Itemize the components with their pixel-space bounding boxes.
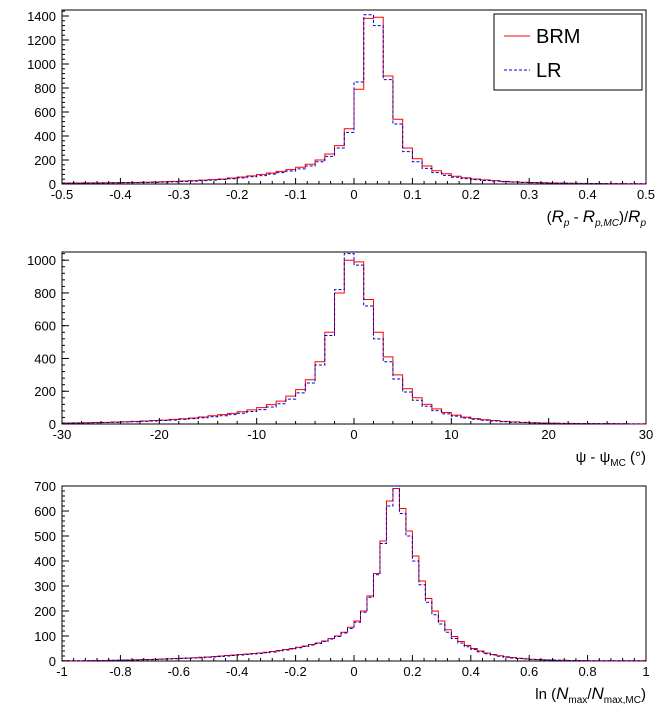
x-tick-label: -0.8 [109,664,131,679]
histogram-brm [62,488,646,662]
x-tick-label: 0 [350,187,357,202]
y-tick-label: 400 [34,351,56,366]
y-tick-label: 800 [34,286,56,301]
y-tick-label: 0 [49,417,56,432]
x-axis-label-part: MC [610,458,626,469]
x-tick-label: 1 [642,664,649,679]
panel-psi-residual: -30 -20 -10 0 10 20 30 0 200 400 600 800 1000 ψ - ψMC… [27,251,653,469]
y-tick-label: 0 [49,654,56,669]
x-tick-label: 30 [639,427,653,442]
x-tick-label: -0.4 [109,187,131,202]
x-axis-label-part: ln ( [535,686,556,703]
histogram-lr [62,253,646,425]
y-tick-label: 600 [34,105,56,120]
x-axis-label-part: N [556,684,569,703]
x-axis-label-part: )/ [619,209,629,226]
legend-box [493,13,643,91]
y-tick-label: 600 [34,504,56,519]
x-axis-label-part: ( [547,209,552,226]
x-tick-label: -0.1 [284,187,306,202]
x-tick-label: 0.2 [403,664,421,679]
x-axis-label: (Rp - Rp,MC)/Rp [547,207,647,229]
x-tick-label: -0.4 [226,664,248,679]
x-axis-label-part: max,MC [604,695,641,706]
plot-frame [61,251,647,425]
x-tick-label: 0.4 [462,664,480,679]
y-tick-label: 600 [34,319,56,334]
x-axis-label-part: N [591,684,604,703]
x-axis-label-part: p [563,218,570,229]
x-tick-label: -1 [56,664,68,679]
x-axis-label-part: max [568,695,587,706]
x-tick-label: -0.6 [168,664,190,679]
x-tick-label: -0.2 [284,664,306,679]
y-tick-label: 300 [34,579,56,594]
y-tick-label: 100 [34,629,56,644]
plot-frame [61,485,647,662]
x-tick-label: 0.1 [403,187,421,202]
x-tick-label: 0.8 [579,664,597,679]
x-tick-label: -0.5 [51,187,73,202]
x-axis-label: ln (Nmax/Nmax,MC) [535,684,646,706]
x-tick-label: -0.2 [226,187,248,202]
panel-rp-residual: -0.5 -0.4 -0.3 -0.2 -0.1 0 0.1 0.2 0.3 0.4 0.5 0 200… [27,9,655,229]
x-tick-label: 0.2 [462,187,480,202]
x-tick-label: 0 [350,664,357,679]
histogram-brm [62,259,646,425]
x-tick-label: -20 [150,427,169,442]
y-tick-label: 1000 [27,57,56,72]
x-axis-label-part: - [569,209,582,226]
x-axis-label-part: ψ - ψ [576,449,611,466]
y-tick-label: 200 [34,604,56,619]
y-tick-label: 1000 [27,253,56,268]
y-tick-label: 700 [34,479,56,494]
x-tick-label: 0.4 [579,187,597,202]
x-tick-label: 0.5 [637,187,655,202]
y-tick-label: 200 [34,153,56,168]
x-tick-label: -0.3 [168,187,190,202]
y-tick-label: 1200 [27,33,56,48]
y-tick-label: 200 [34,384,56,399]
x-tick-label: 0.3 [520,187,538,202]
panel-nmax-log-ratio: -1 -0.8 -0.6 -0.4 -0.2 0 0.2 0.4 0.6 0.8 1 0 100 200 3… [34,479,649,706]
y-tick-label: 400 [34,129,56,144]
legend-entry: BRM [536,26,580,48]
x-axis-label-part: R [628,207,640,226]
y-tick-label: 800 [34,81,56,96]
x-axis-label-part: (°) [626,449,646,466]
x-axis-label-part: R [583,207,595,226]
y-tick-label: 0 [49,177,56,192]
y-tick-label: 1400 [27,9,56,24]
x-axis-label-part: R [552,207,564,226]
x-tick-label: 0.6 [520,664,538,679]
x-tick-label: 10 [444,427,458,442]
histogram-lr [62,485,646,662]
x-tick-label: 20 [541,427,555,442]
x-axis-label-part: ) [641,686,646,703]
legend-entry: LR [536,60,562,82]
y-tick-label: 500 [34,529,56,544]
x-axis-label-part: p,MC [594,218,620,229]
x-tick-label: 0 [350,427,357,442]
x-tick-label: -10 [247,427,266,442]
y-tick-label: 400 [34,554,56,569]
x-tick-label: -30 [53,427,72,442]
x-axis-label: ψ - ψMC (°) [576,449,646,469]
x-axis-label-part: p [639,218,646,229]
x-axis-label-part: / [587,686,592,703]
